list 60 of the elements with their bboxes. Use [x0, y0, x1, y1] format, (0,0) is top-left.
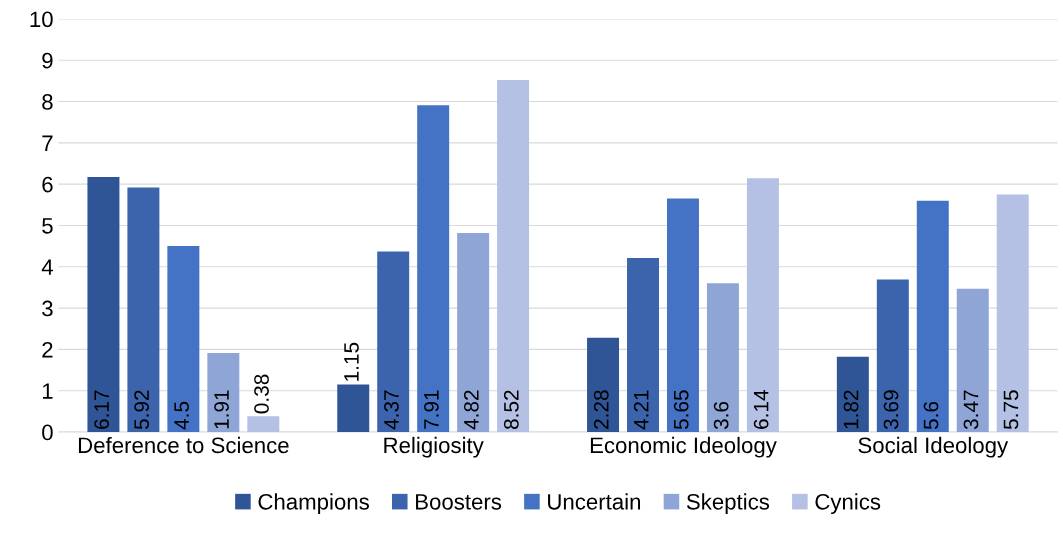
x-tick-label: Social Ideology [858, 436, 1009, 458]
bar [167, 246, 200, 432]
bar [457, 232, 490, 432]
data-label: 3.47 [963, 390, 979, 430]
bar [706, 283, 739, 432]
legend-label: Skeptics [686, 493, 770, 515]
data-label: 1.15 [344, 342, 359, 381]
data-label: 5.92 [134, 390, 149, 430]
y-tick-label: 2 [42, 341, 53, 358]
bar [417, 105, 450, 432]
bar [836, 356, 869, 432]
bar [87, 177, 120, 432]
y-tick-label: 1 [42, 383, 53, 399]
y-tick-label: 7 [42, 135, 53, 151]
bar [587, 337, 620, 432]
bar [377, 251, 410, 432]
data-label: 5.6 [923, 401, 939, 430]
legend-label: Uncertain [548, 493, 641, 510]
data-label: 5.75 [1003, 390, 1019, 430]
legend-label: Champions [258, 493, 369, 515]
data-label: 4.21 [633, 390, 649, 430]
data-label: 8.52 [503, 390, 519, 430]
data-label: 5.65 [673, 390, 689, 430]
x-tick-label: Deference to Science [78, 436, 289, 454]
bar [127, 187, 160, 432]
y-tick-label: 6 [42, 176, 53, 193]
bar [497, 80, 530, 432]
data-label: 0.38 [254, 374, 269, 414]
bar [996, 194, 1029, 432]
legend-label: Cynics [815, 493, 881, 515]
bar [207, 353, 240, 432]
data-label: 7.91 [424, 390, 439, 429]
bar [337, 384, 370, 432]
y-tick-label: 0 [42, 424, 53, 441]
data-label: 4.37 [384, 390, 399, 430]
bar [876, 279, 909, 432]
y-tick-label: 5 [42, 218, 53, 234]
bar [627, 258, 659, 432]
x-tick-label: Religiosity [384, 436, 484, 458]
data-label: 3.69 [883, 390, 899, 430]
y-tick-label: 8 [42, 94, 53, 110]
bar [247, 416, 280, 432]
y-tick-label: 9 [42, 52, 53, 69]
data-label: 6.14 [753, 390, 769, 429]
bar [746, 178, 779, 432]
data-label: 4.5 [174, 401, 189, 430]
data-label: 1.91 [214, 390, 229, 429]
bar [916, 200, 949, 432]
legend-label: Boosters [416, 494, 502, 510]
data-label: 1.82 [843, 390, 859, 429]
y-tick-label: 3 [42, 300, 53, 317]
data-label: 2.28 [593, 390, 609, 429]
y-tick-label: 4 [41, 259, 53, 275]
x-tick-label: Economic Ideology [590, 436, 777, 458]
data-label: 3.6 [713, 401, 729, 430]
y-tick-label: 10 [30, 11, 53, 28]
data-label: 6.17 [94, 390, 110, 429]
bar [956, 288, 989, 432]
bar [666, 198, 699, 432]
data-label: 4.82 [463, 390, 479, 430]
